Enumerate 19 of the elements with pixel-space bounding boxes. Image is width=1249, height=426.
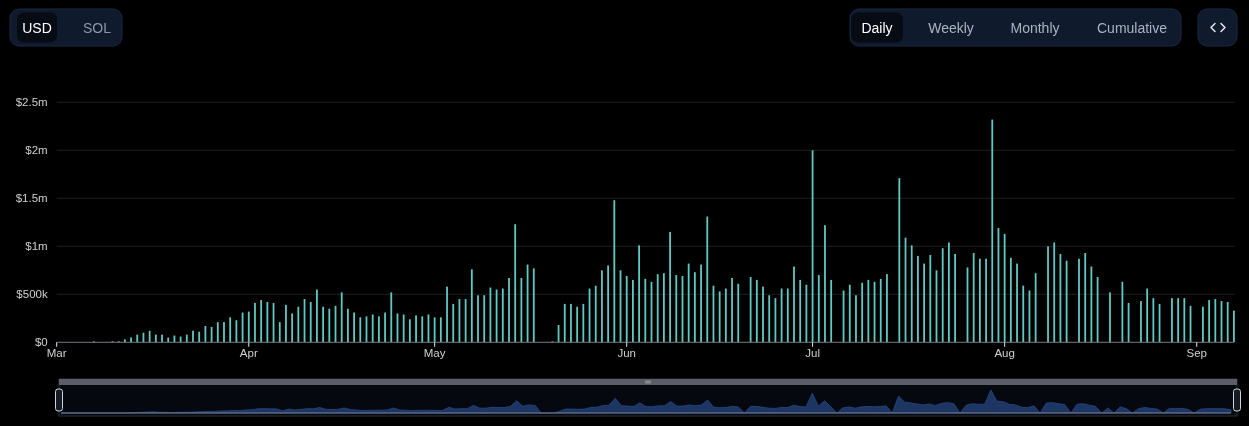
- x-tick-label: May: [423, 347, 446, 360]
- y-tick-label: $1m: [25, 240, 48, 253]
- x-tick-label: Apr: [239, 347, 258, 360]
- y-tick-label: $1.5m: [15, 192, 48, 205]
- x-tick-label: Mar: [46, 347, 67, 360]
- x-tick-label: Aug: [994, 347, 1015, 360]
- x-tick-label: Jul: [805, 347, 820, 360]
- text: Monthly: [1010, 20, 1060, 36]
- y-tick-label: $500k: [16, 288, 48, 301]
- x-tick-label: Sep: [1186, 347, 1207, 360]
- x-tick-label: Jun: [617, 347, 636, 360]
- y-tick-label: $2m: [25, 144, 48, 157]
- text: Daily: [861, 20, 893, 36]
- y-tick-label: $0: [34, 336, 48, 349]
- text: USD: [22, 20, 52, 36]
- text: Weekly: [928, 20, 974, 36]
- text: SOL: [82, 20, 112, 36]
- y-tick-label: $2.5m: [15, 96, 48, 109]
- text: Cumulative: [1096, 20, 1168, 36]
